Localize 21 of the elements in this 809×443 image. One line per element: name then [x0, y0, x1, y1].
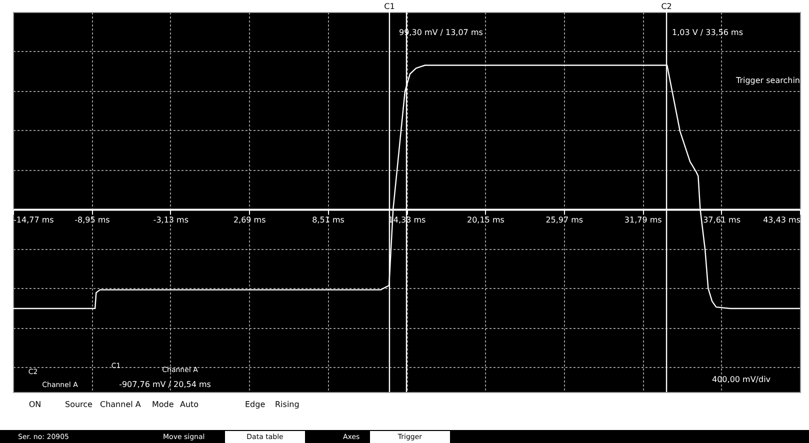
text: Source [65, 400, 93, 409]
text: ON [28, 400, 42, 409]
x-tick-label: 2,69 ms [233, 216, 266, 225]
text: Rising [275, 400, 300, 409]
text: Mode [152, 400, 174, 409]
x-tick-label: -8,95 ms [74, 216, 110, 225]
text: Edge [245, 400, 266, 409]
x-tick-label: 37,61 ms [703, 216, 741, 225]
text: Auto [180, 400, 199, 409]
ref-line-label: C1 [384, 2, 395, 11]
x-tick-label: -3,13 ms [153, 216, 188, 225]
x-tick-label: 25,97 ms [546, 216, 584, 225]
text: 400,00 mV/div [712, 375, 771, 384]
x-tick-label: 20,15 ms [466, 216, 504, 225]
text: -907,76 mV / 20,54 ms [119, 380, 211, 389]
text: 1,03 V / 33,56 ms [672, 28, 744, 37]
text: Channel A [100, 400, 142, 409]
ref-line-label: C2 [661, 2, 672, 11]
x-tick-label: 31,79 ms [624, 216, 662, 225]
x-tick-label: 8,51 ms [312, 216, 344, 225]
annotation: Trigger searchin [735, 76, 800, 85]
